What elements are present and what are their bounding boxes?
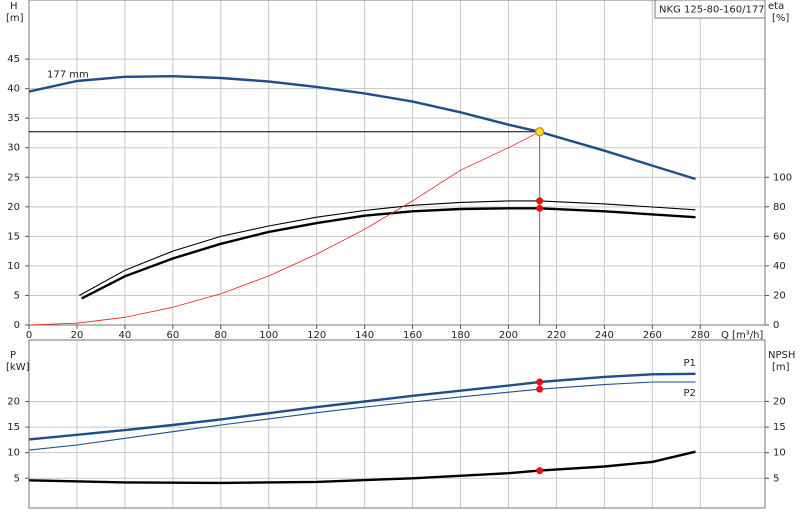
- y-tick-label: 0: [14, 320, 20, 331]
- y2-axis-unit: [%]: [772, 13, 789, 24]
- y2-tick-label: 20: [773, 290, 786, 301]
- y-tick-label: 15: [7, 422, 20, 433]
- y2-tick-label: 60: [773, 231, 786, 242]
- y2-tick-label: 80: [773, 202, 786, 213]
- x-tick-label: 80: [214, 330, 227, 341]
- x-tick-label: 0: [26, 330, 32, 341]
- x-tick-label: 160: [403, 330, 422, 341]
- point-marker: [536, 385, 544, 393]
- y2-axis-label: NPSH: [768, 350, 795, 361]
- series-label: P2: [683, 388, 695, 399]
- series-line: [28, 372, 696, 441]
- y2-axis-label: eta: [768, 1, 784, 12]
- series-line: [28, 450, 696, 485]
- y-tick-label: 45: [7, 54, 20, 65]
- y2-tick-label: 15: [773, 422, 786, 433]
- y-axis-unit: [kW]: [6, 362, 30, 373]
- y2-tick-label: 100: [773, 172, 792, 183]
- y-tick-label: 5: [14, 290, 20, 301]
- y-axis-label: P: [10, 350, 16, 361]
- title-box: [654, 0, 766, 19]
- series-line: [28, 381, 696, 451]
- x-tick-label: 280: [691, 330, 710, 341]
- y-tick-label: 30: [7, 143, 20, 154]
- x-tick-label: 60: [166, 330, 179, 341]
- x-tick-label: 260: [643, 330, 662, 341]
- y-axis-label: H: [10, 1, 18, 12]
- x-tick-label: 240: [595, 330, 614, 341]
- x-tick-label: 120: [307, 330, 326, 341]
- y-axis-unit: [m]: [6, 13, 24, 24]
- y-tick-label: 25: [7, 172, 20, 183]
- y2-tick-label: 10: [773, 448, 786, 459]
- x-tick-label: 140: [355, 330, 374, 341]
- y2-axis-unit: [m]: [772, 362, 790, 373]
- y-tick-label: 10: [7, 448, 20, 459]
- x-tick-label: 40: [119, 330, 132, 341]
- point-marker: [536, 467, 544, 475]
- y2-tick-label: 20: [773, 396, 786, 407]
- y-tick-label: 15: [7, 231, 20, 242]
- y-tick-label: 5: [14, 473, 20, 484]
- y-tick-label: 20: [7, 202, 20, 213]
- series-line: [28, 131, 540, 326]
- x-tick-label: 20: [71, 330, 84, 341]
- x-axis-label: Q [m³/h]: [721, 330, 763, 341]
- plot-frame: [28, 0, 766, 326]
- point-marker: [536, 204, 544, 212]
- y-tick-label: 20: [7, 396, 20, 407]
- y2-tick-label: 0: [773, 320, 779, 331]
- x-tick-label: 220: [547, 330, 566, 341]
- point-marker: [536, 378, 544, 386]
- y2-tick-label: 40: [773, 261, 786, 272]
- point-marker: [536, 197, 544, 205]
- x-tick-label: 180: [451, 330, 470, 341]
- series-label: P1: [683, 358, 695, 369]
- x-tick-label: 100: [259, 330, 278, 341]
- y-tick-label: 35: [7, 113, 20, 124]
- plot-frame: [28, 339, 766, 509]
- series-label: 177 mm: [47, 70, 89, 81]
- x-tick-label: 200: [499, 330, 518, 341]
- y-tick-label: 40: [7, 84, 20, 95]
- y2-tick-label: 5: [773, 473, 779, 484]
- duty-point: [535, 127, 545, 137]
- chart-title: NKG 125-80-160/177: [659, 5, 765, 16]
- y-tick-label: 10: [7, 261, 20, 272]
- series-line: [28, 75, 696, 181]
